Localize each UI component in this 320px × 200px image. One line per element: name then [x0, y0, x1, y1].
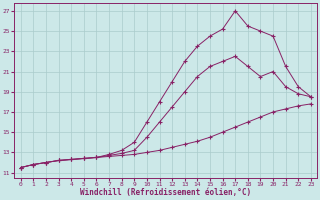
- X-axis label: Windchill (Refroidissement éolien,°C): Windchill (Refroidissement éolien,°C): [80, 188, 252, 197]
